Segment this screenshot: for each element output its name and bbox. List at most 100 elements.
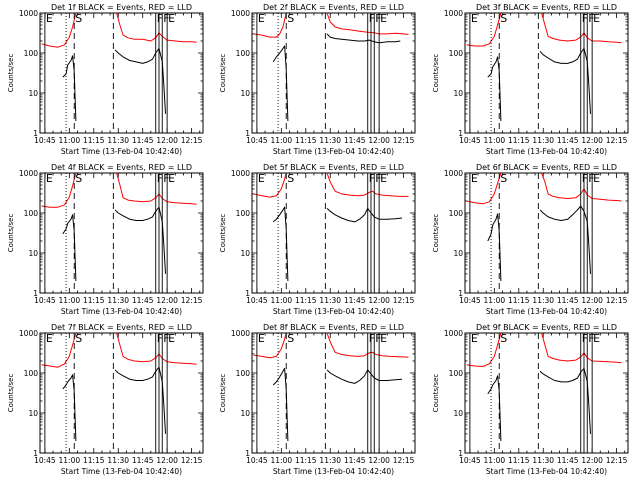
y-tick-label: 10 [28,89,38,98]
series-line-events [326,33,401,44]
y-tick-label: 10 [240,89,250,98]
x-tick-label: 12:15 [181,296,203,305]
x-tick-label: 11:00 [59,296,81,305]
chart-title: Det 9f BLACK = Events, RED = LLD [476,323,617,332]
x-tick-label: 10:45 [459,296,481,305]
plot-frame [39,172,204,294]
y-axis-label: Counts/sec [432,374,440,413]
y-tick-label: 10 [453,249,463,258]
chart-title: Det 3f BLACK = Events, RED = LLD [476,3,617,12]
x-tick-label: 12:00 [156,136,178,145]
y-tick-label: 1000 [444,329,463,338]
y-tick-label: 1000 [231,9,250,18]
y-tick-label: 100 [24,209,39,218]
series-line-lld [253,12,287,38]
y-tick-label: 1000 [19,329,38,338]
series-line-lld [253,332,287,359]
x-tick-label: 11:15 [295,136,317,145]
event-marker-label: E [471,12,478,25]
x-tick-label: 11:45 [132,136,154,145]
y-tick-label: 1 [245,449,250,458]
x-tick-label: 10:45 [246,136,268,145]
event-marker-label: F [163,332,169,345]
x-tick-label: 11:45 [344,296,366,305]
y-axis-label: Counts/sec [7,214,15,253]
event-marker-label: S [75,172,82,185]
x-axis-label: Start Time (13-Feb-04 10:42:40) [273,307,394,316]
series-line-events [326,369,403,384]
x-tick-label: 11:00 [484,456,506,465]
event-marker-label: E [380,172,387,185]
event-marker-label: S [500,332,507,345]
y-tick-label: 1000 [231,169,250,178]
event-marker-label: F [157,332,163,345]
event-marker-label: F [588,12,594,25]
x-tick-label: 12:15 [393,296,415,305]
event-marker-label: S [500,172,507,185]
event-marker-label: F [375,172,381,185]
event-marker-label: E [593,332,600,345]
x-tick-label: 11:00 [271,296,293,305]
event-marker-label: E [593,12,600,25]
x-tick-label: 11:30 [532,296,554,305]
x-tick-label: 11:45 [557,136,579,145]
y-tick-label: 10 [240,409,250,418]
x-tick-label: 10:45 [459,136,481,145]
series-line-events [114,47,166,114]
y-axis-label: Counts/sec [219,54,227,93]
event-marker-label: F [157,172,163,185]
y-tick-label: 100 [236,209,251,218]
y-axis-label: Counts/sec [7,54,15,93]
x-tick-label: 12:00 [581,296,603,305]
y-tick-label: 1 [33,449,38,458]
event-marker-label: E [258,172,265,185]
y-axis-label: Counts/sec [432,54,440,93]
event-marker-label: F [582,12,588,25]
event-marker-label: F [157,12,163,25]
plot-frame [39,12,204,134]
x-tick-label: 12:00 [581,136,603,145]
x-tick-label: 12:00 [368,136,390,145]
event-marker-label: S [75,332,82,345]
x-axis-label: Start Time (13-Feb-04 10:42:40) [61,467,182,476]
x-tick-label: 12:15 [606,296,628,305]
x-tick-label: 11:30 [319,136,341,145]
series-line-events [62,214,77,282]
x-tick-label: 11:45 [132,296,154,305]
x-tick-label: 11:30 [319,296,341,305]
event-marker-label: E [471,332,478,345]
x-axis-label: Start Time (13-Feb-04 10:42:40) [486,147,607,156]
y-tick-label: 100 [449,49,464,58]
x-tick-label: 10:45 [459,456,481,465]
y-tick-label: 1 [458,449,463,458]
series-line-events [539,205,591,274]
x-tick-label: 10:45 [34,136,56,145]
y-tick-label: 100 [236,49,251,58]
x-tick-label: 11:00 [484,136,506,145]
y-tick-label: 1 [33,289,38,298]
y-tick-label: 1000 [19,169,38,178]
event-marker-label: E [46,172,53,185]
x-tick-label: 12:15 [181,136,203,145]
x-tick-label: 11:15 [83,136,105,145]
chart-panel: Det 3f BLACK = Events, RED = LLD Counts/s… [432,3,629,156]
event-marker-label: E [46,12,53,25]
y-tick-label: 1 [33,129,38,138]
x-tick-label: 12:15 [393,456,415,465]
x-tick-label: 10:45 [34,456,56,465]
event-marker-label: E [168,172,175,185]
plot-frame [251,172,416,294]
x-tick-label: 12:15 [606,136,628,145]
x-tick-label: 11:30 [319,456,341,465]
x-tick-label: 10:45 [246,296,268,305]
x-axis-label: Start Time (13-Feb-04 10:42:40) [273,147,394,156]
chart-title: Det 8f BLACK = Events, RED = LLD [263,323,404,332]
series-line-events [487,375,502,442]
event-marker-label: F [163,12,169,25]
y-tick-label: 10 [453,409,463,418]
event-marker-label: E [168,332,175,345]
series-line-events [114,206,166,274]
y-tick-label: 1 [458,289,463,298]
